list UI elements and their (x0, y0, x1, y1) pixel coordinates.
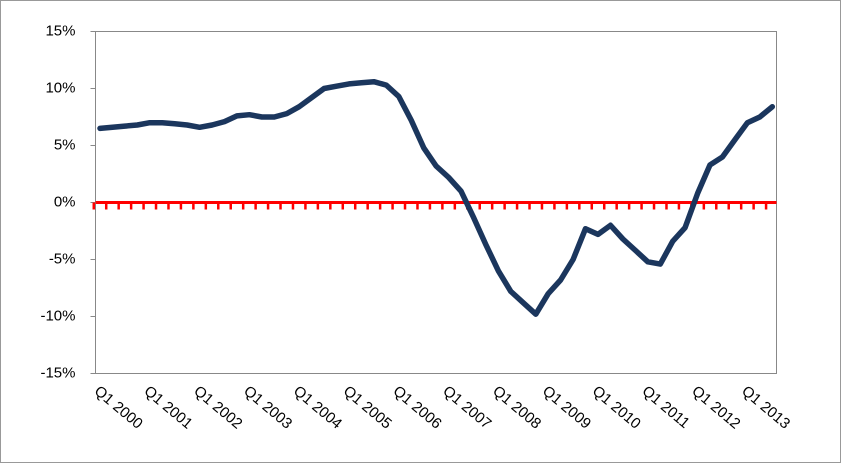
y-tick-label: -15% (40, 364, 75, 381)
y-tick-label: -5% (49, 250, 76, 267)
y-tick-label: 15% (45, 22, 75, 39)
y-tick-label: -10% (40, 307, 75, 324)
y-tick-label: 10% (45, 79, 75, 96)
y-tick-label: 0% (54, 193, 76, 210)
y-tick-label: 5% (54, 136, 76, 153)
data-line (97, 78, 776, 317)
